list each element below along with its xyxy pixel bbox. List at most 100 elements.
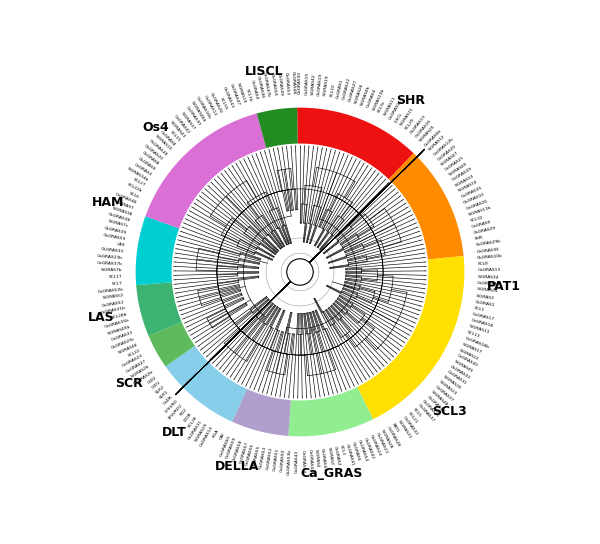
Text: OsGRAS23: OsGRAS23: [374, 431, 388, 454]
Text: SCL15: SCL15: [169, 130, 181, 143]
Text: CaGRAS16: CaGRAS16: [414, 119, 433, 139]
Text: CaGRAS31: CaGRAS31: [446, 370, 467, 386]
Text: SiGRAS30: SiGRAS30: [442, 375, 462, 391]
Text: SCL17: SCL17: [109, 275, 122, 279]
Text: RD2: RD2: [179, 407, 188, 417]
Text: OsGRAS28: OsGRAS28: [148, 138, 167, 157]
Text: SCL3: SCL3: [338, 444, 345, 456]
Text: GAI: GAI: [218, 431, 226, 440]
Text: SiGRAS23: SiGRAS23: [439, 380, 458, 397]
Text: CaGRAS50: CaGRAS50: [280, 449, 286, 472]
Polygon shape: [149, 322, 195, 367]
Text: SCL22: SCL22: [127, 348, 141, 357]
Text: CaGRAS40: CaGRAS40: [456, 354, 478, 368]
Text: SiGRAS7: SiGRAS7: [116, 200, 135, 211]
Text: CaGRAS21: CaGRAS21: [444, 155, 466, 171]
Text: CaGRAS22: CaGRAS22: [342, 77, 351, 101]
Text: CaGRAS18: CaGRAS18: [470, 318, 494, 329]
Text: SiGRAS20: SiGRAS20: [419, 125, 436, 143]
Text: OsGRAS6b: OsGRAS6b: [424, 128, 443, 147]
Text: SiGRAS15: SiGRAS15: [399, 107, 415, 127]
Text: OsGRAS44: OsGRAS44: [320, 448, 327, 472]
Text: OsGRAS33: OsGRAS33: [100, 247, 124, 254]
Polygon shape: [289, 387, 373, 436]
Text: CaGRAS16b: CaGRAS16b: [195, 96, 212, 120]
Text: LISCL: LISCL: [394, 112, 404, 123]
Text: SCL1: SCL1: [473, 306, 485, 312]
Text: SiGRAS4: SiGRAS4: [314, 449, 319, 468]
Text: SiGRAS2: SiGRAS2: [326, 447, 333, 466]
Text: CaGRAS4: CaGRAS4: [366, 88, 377, 109]
Text: CaGRAS39: CaGRAS39: [451, 167, 473, 182]
Polygon shape: [232, 389, 291, 436]
Text: CaGRAS52: CaGRAS52: [266, 447, 274, 471]
Text: SiGRAS19: SiGRAS19: [323, 75, 330, 96]
Text: DELLA: DELLA: [215, 460, 259, 473]
Text: OsGRAS47b: OsGRAS47b: [262, 71, 271, 97]
Polygon shape: [297, 108, 413, 179]
Text: CaGRAS23b: CaGRAS23b: [97, 254, 123, 260]
Text: 1FSVRD2: 1FSVRD2: [167, 403, 184, 421]
Text: SLR1: SLR1: [159, 390, 170, 400]
Text: CaGRAS24: CaGRAS24: [477, 281, 500, 287]
Text: GID1: GID1: [151, 380, 161, 390]
Text: PAT1: PAT1: [487, 280, 521, 293]
Text: OsGRAS11: OsGRAS11: [421, 399, 440, 418]
Text: SiGRAS46b: SiGRAS46b: [190, 101, 206, 123]
Text: OsGRAS39: OsGRAS39: [104, 226, 127, 235]
Text: OsGRAS29c: OsGRAS29c: [111, 336, 136, 349]
Text: OsGRAS31: OsGRAS31: [187, 419, 203, 440]
Text: OsGRAS29b: OsGRAS29b: [475, 239, 502, 248]
Text: HAM: HAM: [92, 196, 124, 209]
Text: GID2: GID2: [147, 375, 158, 385]
Text: CaGRAS53: CaGRAS53: [259, 446, 268, 469]
Text: RGA: RGA: [212, 429, 220, 439]
Text: OsGRAS24: OsGRAS24: [368, 434, 382, 457]
Text: OsGRAS54: OsGRAS54: [357, 439, 368, 462]
Polygon shape: [145, 114, 266, 228]
Text: CaGRAS23: CaGRAS23: [122, 354, 144, 368]
Text: SiGRAS17: SiGRAS17: [461, 342, 483, 355]
Text: SHR: SHR: [474, 236, 484, 241]
Text: OsGRAS29: OsGRAS29: [473, 226, 496, 235]
Text: SCL3: SCL3: [432, 405, 467, 418]
Text: SCL10: SCL10: [329, 83, 336, 97]
Text: OsGRAS34: OsGRAS34: [426, 394, 445, 413]
Text: SiGRAS48: SiGRAS48: [430, 390, 449, 407]
Text: OsGRAS42: OsGRAS42: [363, 437, 375, 460]
Text: SCL5: SCL5: [412, 407, 422, 418]
Text: SCL13: SCL13: [466, 330, 481, 339]
Text: CaGRAS35b: CaGRAS35b: [104, 318, 130, 329]
Text: CaGRAS1: CaGRAS1: [335, 78, 344, 99]
Text: SiGRAS49: SiGRAS49: [448, 162, 468, 177]
Text: SCR: SCR: [115, 376, 143, 390]
Text: CaGRAS59: CaGRAS59: [225, 437, 237, 460]
Text: SiGRAS28: SiGRAS28: [380, 429, 394, 449]
Text: OsGRAS52: OsGRAS52: [102, 300, 125, 308]
Text: CaGRAS57: CaGRAS57: [238, 441, 249, 465]
Text: CaGRAS37: CaGRAS37: [434, 385, 455, 403]
Text: CaGRAS12b: CaGRAS12b: [433, 137, 454, 157]
Text: OsGRAS8: OsGRAS8: [141, 151, 160, 166]
Text: CaGRAS18b: CaGRAS18b: [464, 336, 490, 350]
Text: OsGRAS13: OsGRAS13: [409, 114, 427, 134]
Text: SiGRAS38: SiGRAS38: [111, 206, 133, 217]
Text: OsGRAS41: OsGRAS41: [345, 443, 355, 466]
Text: OsGRAS10: OsGRAS10: [463, 192, 485, 205]
Text: SiGRAS45: SiGRAS45: [453, 359, 473, 373]
Text: Os4: Os4: [142, 121, 169, 134]
Text: CaGRAS13: CaGRAS13: [478, 268, 500, 273]
Text: SiGRAS13: SiGRAS13: [469, 324, 490, 335]
Text: SiGRAS26: SiGRAS26: [354, 82, 364, 104]
Text: CaGRAS17: CaGRAS17: [472, 312, 496, 322]
Text: OsGRAS6: OsGRAS6: [351, 441, 361, 461]
Text: SCL32: SCL32: [469, 215, 484, 222]
Polygon shape: [166, 346, 247, 422]
Text: CaGRAS36: CaGRAS36: [476, 247, 500, 254]
Text: OsGRAS9: OsGRAS9: [137, 157, 156, 171]
Text: SCL27: SCL27: [132, 177, 146, 188]
Text: CaGRAS60: CaGRAS60: [218, 434, 232, 457]
Text: OsGRAS1: OsGRAS1: [475, 300, 496, 307]
Text: SiGRAS47: SiGRAS47: [440, 150, 460, 166]
Text: LAS: LAS: [116, 242, 125, 248]
